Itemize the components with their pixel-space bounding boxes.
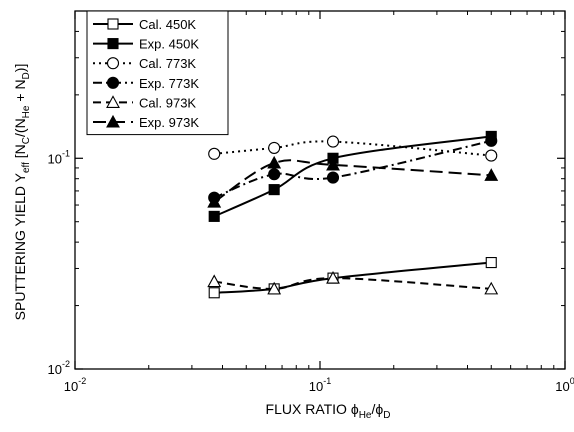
data-point: [207, 194, 222, 208]
data-point: [267, 281, 282, 295]
legend-label: Exp. 450K: [139, 37, 199, 52]
legend-marker: [106, 95, 120, 108]
legend-label: Exp. 973K: [139, 115, 199, 130]
axis-labels: FLUX RATIO ϕHe/ϕD SPUTTERING YIELD Yeff […: [12, 64, 390, 421]
legend-entry: Exp. 973K: [93, 114, 199, 130]
y-tick-label: 10-2: [48, 359, 70, 377]
data-point: [326, 157, 340, 171]
data-point: [208, 210, 220, 222]
series-line: [214, 277, 492, 290]
legend-box: [86, 10, 229, 136]
legend-marker: [107, 38, 119, 50]
data-point: [268, 141, 281, 154]
x-tick-label: 10-2: [64, 376, 86, 394]
legend-marker: [106, 57, 120, 70]
legend-label: Cal. 973K: [139, 95, 196, 110]
data-point: [485, 257, 497, 269]
series: [207, 270, 499, 295]
x-tick-label: 10-1: [309, 376, 331, 394]
data-point: [208, 287, 220, 299]
x-tick-label: 100: [555, 376, 574, 394]
x-axis-label: FLUX RATIO ϕHe/ϕD: [266, 401, 391, 421]
data-point: [485, 149, 498, 162]
legend-label: Cal. 450K: [139, 17, 196, 32]
series: [208, 130, 497, 222]
legend-entry: Exp. 450K: [93, 37, 199, 52]
legend-label: Cal. 773K: [139, 56, 196, 71]
series-line: [213, 159, 492, 203]
legend-marker: [106, 76, 120, 89]
legend: Cal. 450K Exp. 450K Cal. 773K Exp. 773K Cal.…: [86, 10, 229, 136]
legend-marker: [107, 18, 119, 30]
series-line: [213, 139, 492, 199]
data-point: [268, 184, 280, 196]
data-point: [485, 134, 498, 147]
legend-entry: Exp. 773K: [93, 76, 199, 91]
axes: 10-2 10-1 100 10-2 10-1: [48, 10, 574, 394]
data-point: [207, 274, 222, 288]
series-line: [213, 135, 492, 218]
series: [208, 257, 497, 299]
series-layer: [207, 130, 499, 299]
data-point: [484, 168, 499, 181]
y-tick-label: 10-1: [48, 148, 70, 166]
data-point: [268, 168, 281, 181]
legend-entry: Cal. 450K: [93, 17, 196, 32]
legend-label: Exp. 773K: [139, 76, 199, 91]
legend-marker: [106, 114, 120, 128]
data-point: [326, 270, 340, 284]
series-line: [214, 261, 492, 294]
series: [207, 155, 499, 208]
series: [208, 135, 498, 162]
legend-entry: Cal. 973K: [93, 95, 196, 110]
data-point: [208, 147, 221, 160]
y-axis-label: SPUTTERING YIELD Yeff [NC/(NHe + ND)]: [12, 64, 32, 321]
data-point: [484, 281, 499, 295]
legend-entry: Cal. 773K: [93, 56, 196, 71]
data-point: [267, 155, 282, 169]
data-point: [326, 135, 340, 148]
series-line: [214, 140, 492, 157]
data-point: [326, 171, 340, 184]
series: [208, 134, 498, 204]
